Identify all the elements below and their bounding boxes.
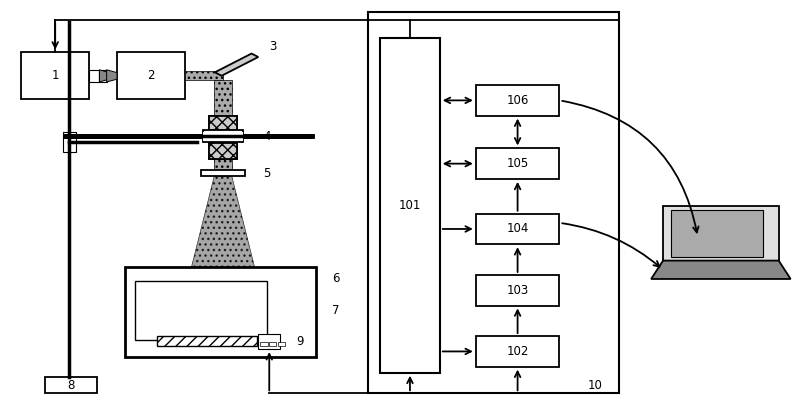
Bar bbox=[476, 148, 559, 179]
Polygon shape bbox=[106, 70, 117, 82]
Text: 1: 1 bbox=[51, 69, 59, 82]
Text: 5: 5 bbox=[263, 167, 270, 180]
Bar bbox=[476, 275, 559, 305]
Text: 9: 9 bbox=[297, 335, 304, 348]
Bar bbox=[278, 342, 286, 346]
Bar bbox=[209, 143, 238, 159]
Bar bbox=[209, 143, 238, 159]
Bar bbox=[476, 85, 559, 115]
Text: 3: 3 bbox=[269, 40, 276, 53]
Text: 8: 8 bbox=[67, 379, 75, 392]
Polygon shape bbox=[99, 70, 109, 82]
Bar bbox=[203, 130, 243, 142]
Bar bbox=[261, 342, 268, 346]
Text: 101: 101 bbox=[398, 199, 421, 212]
Text: 7: 7 bbox=[333, 304, 340, 317]
Bar bbox=[157, 336, 257, 346]
Bar bbox=[117, 53, 185, 99]
Bar bbox=[62, 132, 75, 152]
Polygon shape bbox=[214, 81, 232, 175]
Text: 104: 104 bbox=[506, 222, 529, 236]
Bar bbox=[476, 336, 559, 367]
Bar bbox=[46, 377, 97, 393]
Bar bbox=[135, 281, 267, 340]
Bar bbox=[125, 267, 316, 356]
Bar bbox=[209, 115, 238, 130]
Text: 10: 10 bbox=[588, 379, 602, 392]
Polygon shape bbox=[215, 53, 258, 76]
Bar bbox=[201, 170, 246, 176]
Bar bbox=[209, 115, 238, 130]
Text: 2: 2 bbox=[147, 69, 154, 82]
Bar bbox=[22, 53, 89, 99]
Bar bbox=[258, 334, 281, 349]
Text: 105: 105 bbox=[506, 157, 529, 170]
Bar bbox=[476, 214, 559, 244]
Bar bbox=[98, 70, 106, 82]
Bar bbox=[89, 70, 99, 82]
Bar bbox=[663, 206, 778, 261]
Bar bbox=[270, 342, 277, 346]
Polygon shape bbox=[185, 72, 223, 81]
Text: 103: 103 bbox=[506, 284, 529, 297]
Polygon shape bbox=[175, 176, 271, 332]
Text: 106: 106 bbox=[506, 94, 529, 107]
Bar bbox=[368, 12, 619, 393]
Bar bbox=[380, 38, 440, 373]
Text: 4: 4 bbox=[263, 130, 270, 143]
Text: 102: 102 bbox=[506, 345, 529, 358]
Text: 6: 6 bbox=[333, 272, 340, 286]
Bar bbox=[671, 210, 762, 256]
Bar bbox=[203, 132, 243, 141]
Polygon shape bbox=[651, 261, 790, 279]
